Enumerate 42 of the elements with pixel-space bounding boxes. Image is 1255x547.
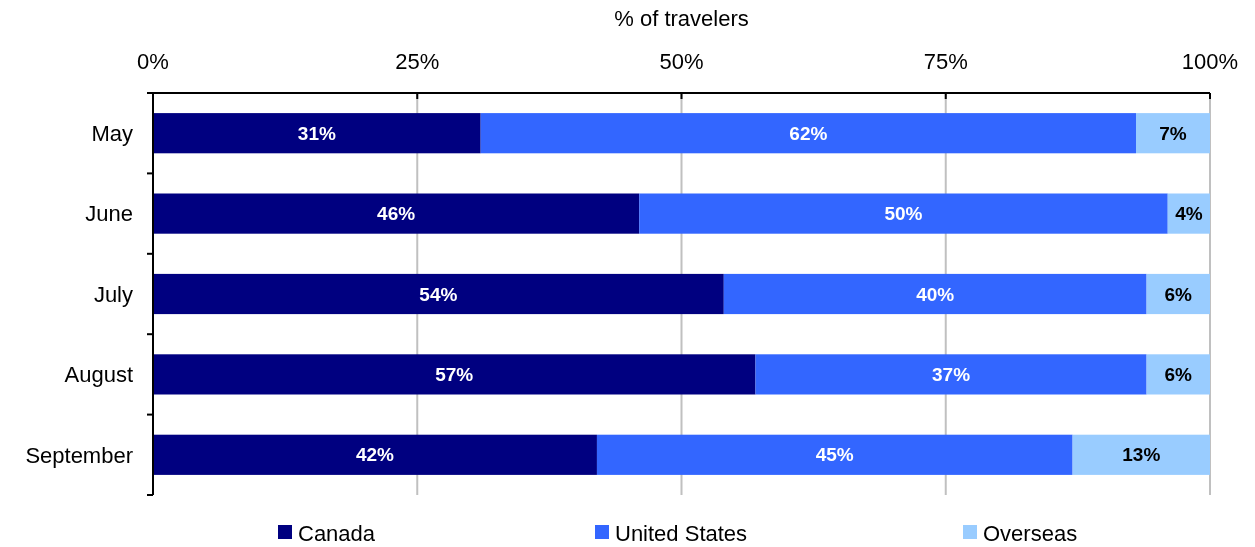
bar — [596, 434, 1073, 475]
data-label: 57% — [435, 364, 474, 386]
bar — [1136, 113, 1210, 154]
data-label: 13% — [1122, 444, 1161, 466]
y-tick-label: September — [25, 442, 133, 468]
data-label: 62% — [789, 122, 828, 144]
data-label: 37% — [932, 364, 971, 386]
x-axis-title: % of travelers — [614, 6, 749, 31]
y-tick-label: May — [91, 120, 133, 146]
x-tick-label: 0% — [137, 49, 169, 74]
data-label: 6% — [1164, 283, 1193, 305]
data-label: 4% — [1175, 203, 1203, 225]
data-label: 42% — [355, 444, 395, 466]
data-label: 31% — [297, 122, 336, 144]
bar — [755, 354, 1147, 395]
y-tick-label: August — [64, 362, 133, 388]
bar — [723, 273, 1147, 315]
bar — [153, 434, 597, 475]
bar — [153, 193, 640, 234]
data-label: 7% — [1159, 122, 1187, 144]
x-tick-label: 75% — [923, 49, 968, 74]
bar — [153, 113, 481, 154]
data-label: 6% — [1164, 364, 1193, 386]
bar — [1072, 434, 1210, 475]
y-tick-label: June — [85, 201, 133, 227]
data-label: 54% — [419, 283, 458, 305]
data-label: 40% — [916, 283, 955, 305]
x-tick-label: 100% — [1181, 49, 1239, 74]
x-tick-label: 50% — [659, 49, 704, 74]
bar — [153, 354, 756, 395]
bar — [639, 193, 1168, 234]
data-label: 45% — [815, 444, 854, 466]
data-label: 46% — [377, 203, 416, 225]
data-label: 50% — [884, 203, 923, 225]
bar — [480, 113, 1137, 154]
legend-label: Canada — [298, 520, 376, 546]
legend-label: Overseas — [983, 520, 1078, 546]
bar — [1146, 354, 1210, 395]
legend-label: United States — [615, 520, 748, 546]
y-tick-label: July — [93, 281, 133, 307]
x-tick-label: 25% — [395, 49, 440, 74]
bar — [153, 273, 724, 315]
